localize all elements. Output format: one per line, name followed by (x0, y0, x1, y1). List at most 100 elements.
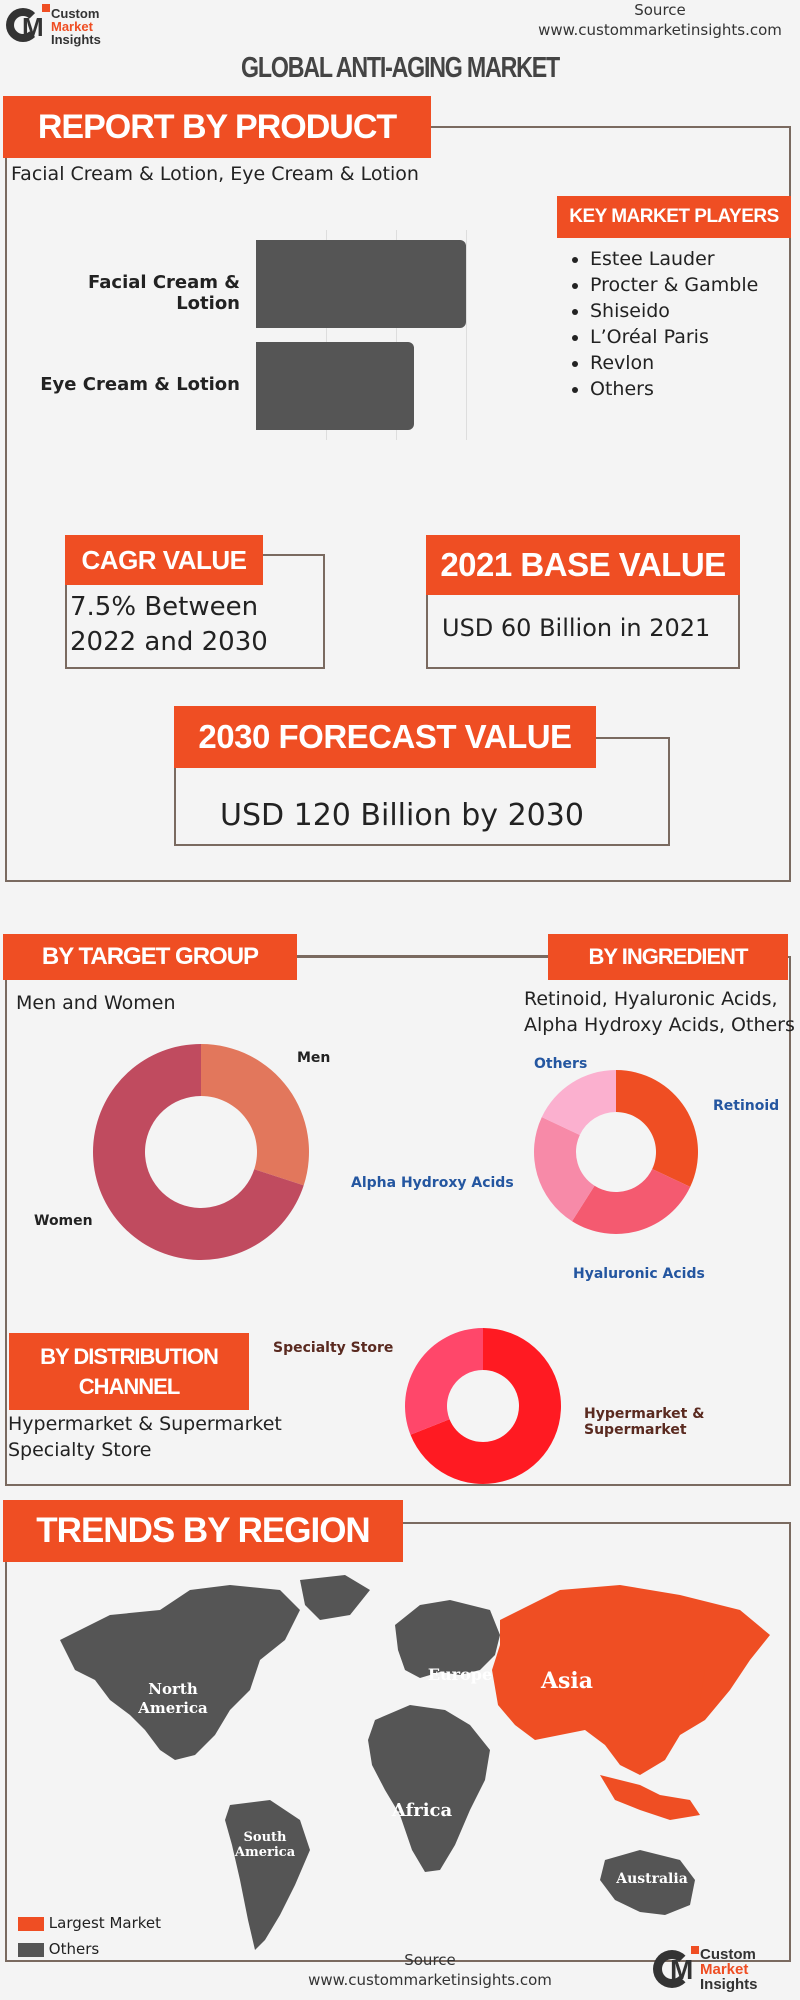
target-banner: BY TARGET GROUP (3, 934, 297, 980)
logo-bottom-line-3: Insights (700, 1975, 758, 1993)
ingredient-slice-0 (616, 1070, 698, 1187)
distribution-banner: BY DISTRIBUTION CHANNEL (9, 1333, 249, 1410)
ingredient-label-aha: Alpha Hydroxy Acids (351, 1175, 514, 1191)
player-item: Estee Lauder (590, 246, 788, 272)
map-label-africa: Africa (391, 1800, 453, 1821)
map-label-australia: Australia (616, 1871, 688, 1887)
logo-line-2: Market (51, 18, 93, 34)
product-gridline (326, 230, 327, 440)
australia-shape (600, 1850, 695, 1915)
product-bar-chart: Facial Cream & Lotion Eye Cream & Lotion (20, 230, 467, 440)
charts-svg (93, 1044, 698, 1484)
region-banner: TRENDS BY REGION (3, 1500, 403, 1562)
logo-bottom: M Custom Market Insights (653, 1944, 758, 1994)
distribution-label-hypermarket: Hypermarket & Supermarket (584, 1406, 705, 1438)
distribution-slice-1 (404, 1328, 483, 1435)
europe-shape (395, 1600, 500, 1678)
target-slice-1 (93, 1044, 304, 1260)
distribution-slice-0 (410, 1328, 561, 1484)
map-label-north-america: North America (133, 1680, 213, 1718)
player-item: Revlon (590, 350, 788, 376)
ingredient-subtitle-line-2: Alpha Hydroxy Acids, Others (524, 1014, 795, 1036)
source-url-bottom: www.custommarketinsights.com (308, 1971, 552, 1989)
base-banner: 2021 BASE VALUE (426, 535, 740, 595)
distribution-item-1: Hypermarket & Supermarket (8, 1413, 282, 1435)
target-label-women: Women (34, 1213, 93, 1229)
logo-mark-icon: M (6, 4, 50, 48)
africa-shape (368, 1705, 490, 1872)
legend-swatch-others (18, 1942, 44, 1957)
ingredient-slice-3 (541, 1070, 616, 1135)
product-grid (256, 230, 467, 440)
player-item: Shiseido (590, 298, 788, 324)
legend-item-others: Others (18, 1936, 161, 1962)
logo-mark-icon-bottom: M (653, 1944, 699, 1994)
logo-wordmark: Custom Market Insights (51, 7, 101, 46)
cagr-line-1: 7.5% Between (70, 592, 259, 622)
player-item: Others (590, 376, 788, 402)
distribution-label-specialty: Specialty Store (273, 1340, 394, 1356)
distribution-banner-line-1: BY DISTRIBUTION (40, 1343, 219, 1369)
ingredient-subtitle: Retinoid, Hyaluronic Acids, Alpha Hydrox… (524, 986, 795, 1038)
cagr-line-2: 2022 and 2030 (70, 627, 268, 657)
product-bar-facial (256, 240, 466, 328)
map-label-south-america: South America (225, 1830, 305, 1860)
south-america-shape (225, 1800, 310, 1950)
distribution-items: Hypermarket & Supermarket Specialty Stor… (8, 1411, 282, 1463)
target-subtitle: Men and Women (16, 992, 176, 1014)
target-slice-0 (201, 1044, 309, 1186)
map-label-america: America (138, 1699, 208, 1717)
logo-top: M Custom Market Insights (6, 4, 101, 48)
world-map (60, 1575, 770, 1950)
segment-section-frame (5, 956, 791, 1486)
product-bar-eye (256, 342, 414, 430)
cagr-banner: CAGR VALUE (65, 535, 263, 585)
player-item: Procter & Gamble (590, 272, 788, 298)
product-gridline (466, 230, 467, 440)
map-label-america-2: America (234, 1845, 296, 1860)
map-label-south: South (243, 1830, 287, 1845)
legend-label-largest: Largest Market (48, 1914, 162, 1932)
source-top: Source www.custommarketinsights.com (520, 0, 800, 40)
page-title: GLOBAL ANTI-AGING MARKET (241, 52, 560, 84)
ingredient-label-hyaluronic: Hyaluronic Acids (573, 1266, 705, 1282)
forecast-value: USD 120 Billion by 2030 (220, 798, 584, 833)
product-banner: REPORT BY PRODUCT (3, 96, 431, 158)
southeast-asia-shape (600, 1775, 700, 1820)
product-subtitle: Facial Cream & Lotion, Eye Cream & Lotio… (11, 163, 419, 185)
ingredient-subtitle-line-1: Retinoid, Hyaluronic Acids, (524, 988, 778, 1010)
logo-bottom-line-2: Market (700, 1960, 749, 1978)
players-banner: KEY MARKET PLAYERS (557, 196, 791, 238)
region-legend: Largest Market Others (18, 1910, 161, 1962)
north-america-shape (60, 1585, 300, 1760)
logo-wordmark-bottom: Custom Market Insights (700, 1947, 758, 1992)
ingredient-slice-1 (572, 1169, 691, 1234)
japan-shape (688, 1670, 705, 1710)
legend-item-largest: Largest Market (18, 1910, 161, 1936)
map-label-asia: Asia (540, 1668, 594, 1694)
ingredient-label-others: Others (534, 1056, 588, 1072)
source-bottom: Source www.custommarketinsights.com (300, 1950, 560, 1990)
greenland-shape (300, 1575, 370, 1620)
ingredient-label-retinoid: Retinoid (713, 1098, 780, 1114)
other-regions (60, 1575, 695, 1950)
connector-line (296, 955, 550, 957)
product-cat-label-1: Facial Cream & Lotion (88, 272, 240, 314)
largest-market-region (492, 1585, 770, 1820)
ingredient-slice-2 (534, 1117, 595, 1222)
source-url: www.custommarketinsights.com (538, 21, 782, 39)
target-label-men: Men (297, 1050, 331, 1066)
logo-line-1: Custom (51, 5, 100, 21)
asia-shape (492, 1585, 770, 1775)
distribution-banner-line-2: CHANNEL (78, 1373, 181, 1399)
source-label-bottom: Source (404, 1951, 456, 1969)
player-item: L’Oréal Paris (590, 324, 788, 350)
cagr-value: 7.5% Between 2022 and 2030 (70, 590, 268, 660)
source-label: Source (634, 1, 686, 19)
forecast-banner: 2030 FORECAST VALUE (174, 706, 596, 768)
map-label-europe: Europe (427, 1665, 493, 1684)
legend-swatch-largest (18, 1916, 44, 1931)
ingredient-banner: BY INGREDIENT (548, 934, 788, 980)
map-label-north: North (148, 1680, 198, 1698)
logo-line-3: Insights (51, 31, 101, 47)
